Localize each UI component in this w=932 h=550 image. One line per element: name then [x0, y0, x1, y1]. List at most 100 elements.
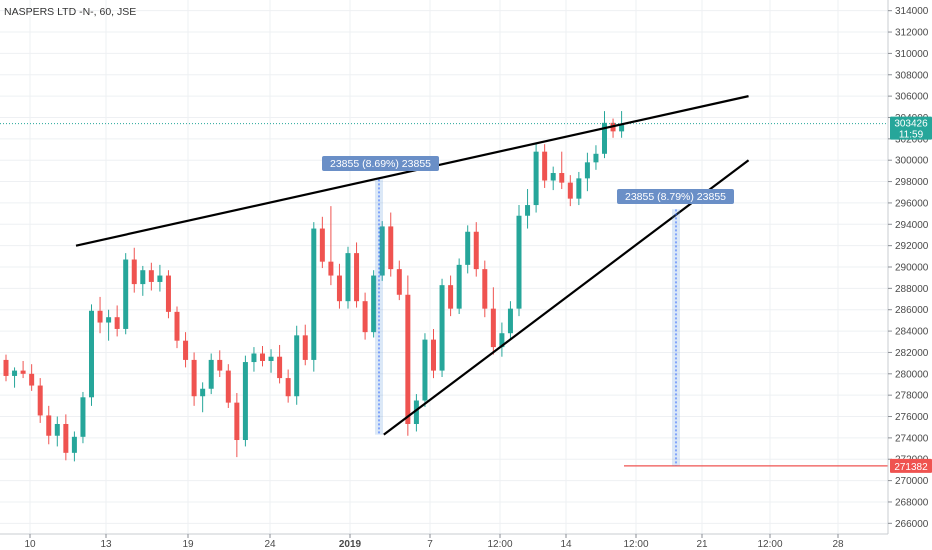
y-tick-label: 286000	[895, 305, 929, 316]
candle-body	[80, 397, 86, 437]
candle-body	[593, 153, 599, 163]
candle-body	[396, 269, 402, 295]
candle	[456, 258, 462, 314]
candle	[89, 304, 94, 406]
countdown-label: 11:59	[899, 130, 924, 141]
candle	[396, 260, 402, 301]
candle-body	[183, 340, 189, 360]
candle-body	[302, 335, 308, 360]
candle	[80, 391, 86, 444]
trendline-lower	[383, 159, 750, 436]
candle-body	[260, 353, 265, 361]
candle-body	[37, 385, 43, 416]
candle-body	[174, 311, 180, 341]
candle	[54, 416, 60, 447]
y-tick-label: 292000	[895, 241, 929, 252]
candle	[97, 296, 103, 334]
candle	[431, 328, 436, 379]
candle-body	[490, 308, 496, 348]
candle-body	[140, 270, 146, 285]
y-tick-label: 294000	[895, 220, 929, 231]
candle	[225, 364, 231, 408]
candle	[422, 333, 428, 407]
x-tick-label: 7	[427, 539, 433, 550]
y-tick-label: 274000	[895, 433, 929, 444]
candle-body	[422, 339, 428, 401]
candle	[71, 431, 77, 462]
candle-body	[542, 151, 548, 181]
candle	[593, 145, 599, 170]
candle-body	[3, 359, 9, 376]
x-tick-label: 10	[24, 539, 36, 550]
candle-body	[456, 264, 462, 309]
candle	[3, 354, 9, 382]
candle	[114, 305, 120, 337]
candle-body	[106, 317, 112, 323]
candle	[37, 378, 43, 423]
candle-body	[123, 259, 129, 329]
candle	[465, 225, 471, 274]
candle	[525, 189, 531, 229]
candle-body	[559, 173, 565, 183]
candle-body	[277, 356, 283, 379]
candle	[336, 263, 342, 309]
candle-body	[465, 231, 471, 265]
candle	[106, 309, 112, 341]
candle	[302, 324, 308, 366]
candle	[473, 222, 479, 277]
candle-body	[602, 122, 607, 154]
candle	[507, 301, 513, 340]
candle	[371, 270, 377, 338]
candle-body	[431, 339, 436, 371]
candle-body	[584, 162, 590, 179]
candle-body	[388, 226, 394, 270]
y-tick-label: 298000	[895, 177, 929, 188]
candle-body	[97, 310, 103, 323]
candle-body	[499, 333, 505, 348]
y-tick-label: 312000	[895, 28, 929, 39]
y-tick-label: 284000	[895, 327, 929, 338]
candle-body	[234, 402, 240, 441]
y-tick-label: 278000	[895, 391, 929, 402]
candle	[294, 325, 300, 405]
last-price-badge	[890, 116, 932, 140]
candle	[413, 394, 419, 432]
candle-body	[516, 215, 522, 309]
candle	[567, 175, 573, 207]
candle-body	[148, 270, 154, 282]
candle	[157, 264, 163, 292]
candle	[200, 382, 206, 413]
candle	[405, 275, 411, 436]
candle-body	[54, 423, 60, 436]
candle	[63, 414, 69, 461]
candle-body	[507, 308, 513, 334]
candle-body	[319, 228, 325, 262]
y-tick-label: 308000	[895, 70, 929, 81]
x-tick-label: 12:00	[757, 539, 782, 550]
candle-body	[29, 373, 35, 386]
candle	[516, 205, 522, 317]
target-label: 271382	[894, 462, 928, 473]
candle-body	[525, 205, 531, 216]
candle-body	[439, 285, 445, 371]
y-tick-label: 310000	[895, 49, 929, 60]
candle	[490, 287, 496, 355]
y-tick-label: 280000	[895, 369, 929, 380]
candle-body	[619, 123, 625, 132]
y-tick-label: 306000	[895, 92, 929, 103]
candle	[260, 346, 265, 367]
candle	[285, 369, 291, 403]
grid-lines	[0, 0, 888, 534]
candle	[328, 206, 334, 286]
candle-body	[71, 436, 77, 453]
candle	[268, 349, 274, 373]
candle	[277, 344, 283, 384]
candle-body	[285, 378, 291, 397]
target-badge	[890, 458, 932, 473]
candle	[251, 347, 257, 372]
drawings: 23855 (8.69%) 23855 23855 (8.79%) 23855	[0, 95, 888, 467]
chart-title: NASPERS LTD -N-, 60, JSE	[4, 6, 136, 18]
